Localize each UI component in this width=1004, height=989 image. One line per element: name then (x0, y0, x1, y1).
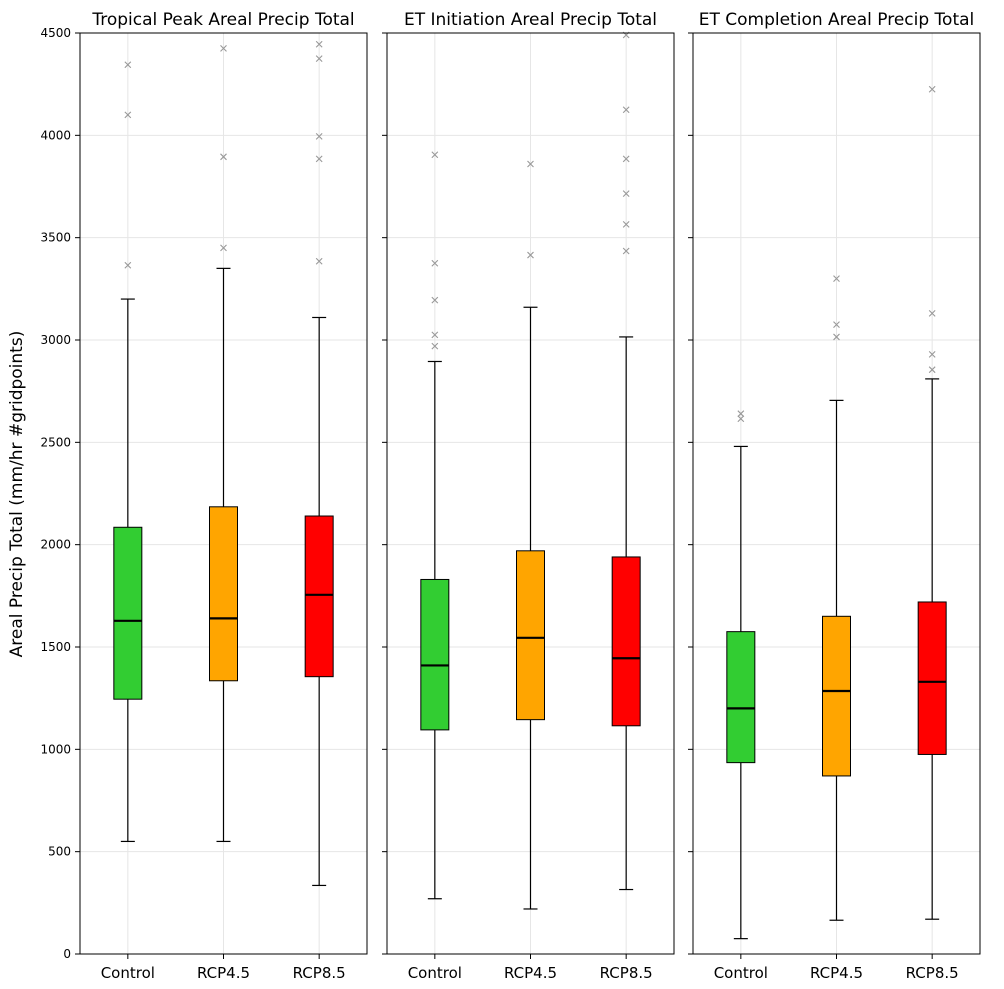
x-tick-label: RCP4.5 (197, 964, 250, 982)
outlier-point (220, 44, 227, 52)
outlier-point (220, 244, 227, 252)
y-tick-label: 4000 (40, 128, 71, 142)
x-tick-label: RCP4.5 (810, 964, 863, 982)
outlier-point (124, 261, 132, 269)
iqr-box (516, 550, 545, 721)
x-tick-label: RCP8.5 (293, 964, 346, 982)
panel-title: Tropical Peak Areal Precip Total (91, 10, 354, 30)
y-tick-label: 2500 (40, 435, 71, 449)
iqr-box (113, 526, 143, 700)
box-control (726, 410, 756, 940)
outlier-point (431, 296, 439, 304)
outlier-point (928, 310, 936, 317)
outlier-point (737, 410, 745, 418)
outlier-point (737, 415, 745, 423)
x-tick-label: Control (714, 964, 768, 982)
box-rcp45 (209, 44, 238, 843)
outlier-point (833, 333, 840, 341)
iqr-box (822, 615, 851, 777)
outlier-point (622, 190, 630, 198)
y-tick-label: 0 (63, 947, 71, 961)
y-tick-label: 4500 (40, 26, 71, 40)
box-control (113, 61, 143, 843)
iqr-box (611, 556, 641, 727)
x-tick-label: Control (408, 964, 462, 982)
panel-title: ET Initiation Areal Precip Total (404, 10, 657, 30)
outlier-point (315, 40, 323, 48)
outlier-point (315, 155, 323, 163)
y-tick-label: 3500 (40, 231, 71, 245)
iqr-box (726, 631, 756, 764)
outlier-point (431, 259, 439, 267)
outlier-point (315, 257, 323, 265)
outlier-point (622, 247, 630, 255)
iqr-box (420, 578, 450, 731)
box-rcp85 (611, 31, 641, 891)
panel-2: Control RCP4.5 RCP8.5 ET Initiation Areal P… (382, 10, 675, 982)
box-rcp45 (516, 160, 545, 910)
box-rcp85 (304, 40, 334, 887)
outlier-point (220, 153, 227, 161)
outlier-point (527, 251, 534, 259)
outlier-point (124, 61, 132, 69)
x-tick-label: RCP8.5 (906, 964, 959, 982)
outlier-point (928, 85, 936, 93)
y-tick-label: 3000 (40, 333, 71, 347)
outlier-point (622, 220, 630, 228)
outlier-point (315, 132, 323, 140)
panel-3: Control RCP4.5 RCP8.5 ET Completion Areal P… (688, 10, 981, 982)
outlier-point (622, 106, 630, 114)
iqr-box (304, 515, 334, 678)
x-tick-label: RCP8.5 (600, 964, 653, 982)
outlier-point (431, 331, 439, 339)
outlier-point (622, 155, 630, 163)
box-rcp45 (822, 275, 851, 921)
outlier-point (928, 366, 936, 374)
iqr-box (209, 506, 238, 682)
x-tick-label: Control (101, 964, 155, 982)
outlier-point (928, 350, 936, 358)
y-tick-label: 1000 (40, 742, 71, 756)
outlier-point (124, 111, 132, 119)
outlier-point (315, 55, 323, 62)
box-rcp85 (917, 85, 947, 920)
y-tick-label: 2000 (40, 538, 71, 552)
box-control (420, 151, 450, 900)
y-axis-label: Areal Precip Total (mm/hr #gridpoints) (7, 331, 27, 658)
outlier-point (431, 342, 439, 350)
outlier-point (833, 275, 840, 282)
outlier-point (431, 151, 439, 159)
x-tick-label: RCP4.5 (504, 964, 557, 982)
panel-title: ET Completion Areal Precip Total (699, 10, 975, 30)
y-tick-label: 500 (48, 845, 71, 859)
panel-1: 0 500 1000 1500 2000 2500 3000 3500 4000 4500 Cont… (40, 10, 368, 982)
iqr-box (917, 601, 947, 755)
y-tick-label: 1500 (40, 640, 71, 654)
outlier-point (527, 160, 534, 168)
outlier-point (833, 321, 840, 329)
